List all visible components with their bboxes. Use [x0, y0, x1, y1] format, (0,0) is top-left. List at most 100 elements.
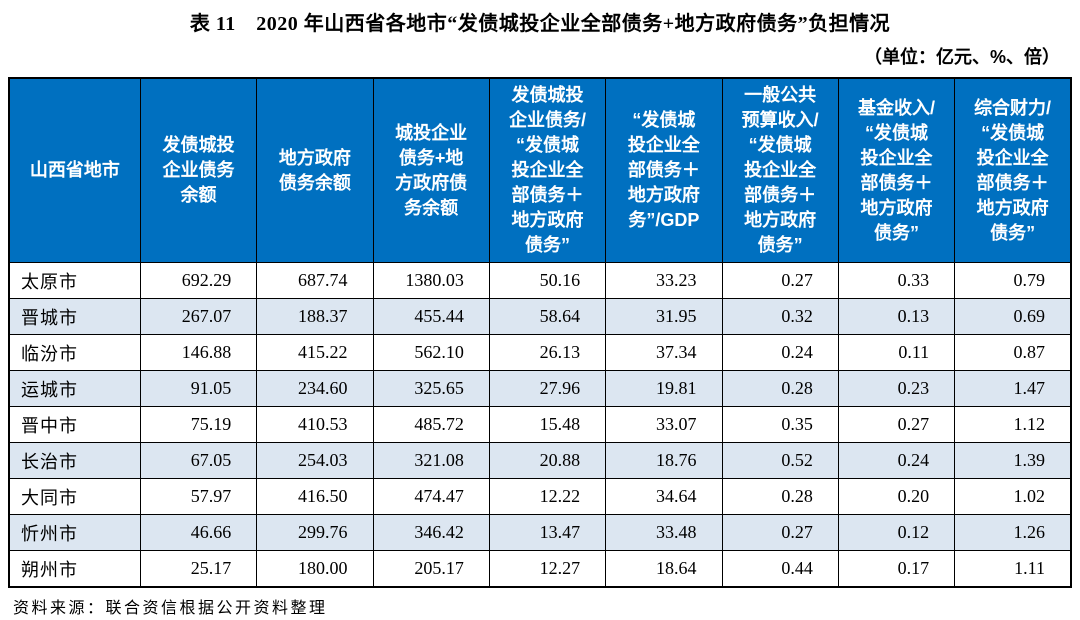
value-cell: 18.76 — [605, 442, 723, 479]
table-row-changzhi: 长治市 67.05 254.03 321.08 20.88 18.76 0.52… — [8, 442, 1072, 479]
column-header-lgfv-bond-debt-balance: 发债城投 企业债务 余额 — [139, 77, 258, 263]
value-cell: 0.32 — [721, 298, 839, 335]
value-cell: 455.44 — [372, 298, 490, 335]
value-cell: 321.08 — [372, 442, 490, 479]
value-cell: 27.96 — [488, 370, 607, 407]
header-row: 山西省地市 发债城投 企业债务 余额 地方政府 债务余额 城投企业 债务+地 方… — [8, 77, 1072, 263]
value-cell: 1.11 — [954, 550, 1072, 588]
value-cell: 205.17 — [372, 550, 490, 588]
value-cell: 0.11 — [837, 334, 956, 371]
unit-note: （单位：亿元、%、倍） — [863, 47, 1060, 67]
value-cell: 91.05 — [139, 370, 258, 407]
value-cell: 13.47 — [488, 514, 607, 551]
value-cell: 188.37 — [256, 298, 374, 335]
value-cell: 0.13 — [837, 298, 956, 335]
value-cell: 1.02 — [954, 478, 1072, 515]
value-cell: 687.74 — [256, 262, 374, 299]
table-row-jinzhong: 晋中市 75.19 410.53 485.72 15.48 33.07 0.35… — [8, 406, 1072, 443]
value-cell: 0.69 — [954, 298, 1072, 335]
table-row-xinzhou: 忻州市 46.66 299.76 346.42 13.47 33.48 0.27… — [8, 514, 1072, 551]
column-header-fund-revenue-ratio: 基金收入/ “发债城 投企业全 部债务＋ 地方政府 债务” — [837, 77, 956, 263]
table-header: 山西省地市 发债城投 企业债务 余额 地方政府 债务余额 城投企业 债务+地 方… — [8, 77, 1072, 263]
value-cell: 415.22 — [256, 334, 374, 371]
value-cell: 0.27 — [837, 406, 956, 443]
value-cell: 33.07 — [605, 406, 723, 443]
value-cell: 0.28 — [721, 370, 839, 407]
city-cell: 晋城市 — [8, 298, 141, 335]
value-cell: 0.28 — [721, 478, 839, 515]
value-cell: 57.97 — [139, 478, 258, 515]
column-header-city: 山西省地市 — [8, 77, 141, 263]
city-cell: 朔州市 — [8, 550, 141, 588]
value-cell: 31.95 — [605, 298, 723, 335]
value-cell: 0.44 — [721, 550, 839, 588]
value-cell: 75.19 — [139, 406, 258, 443]
value-cell: 58.64 — [488, 298, 607, 335]
table-row-taiyuan: 太原市 692.29 687.74 1380.03 50.16 33.23 0.… — [8, 262, 1072, 299]
value-cell: 34.64 — [605, 478, 723, 515]
value-cell: 37.34 — [605, 334, 723, 371]
value-cell: 67.05 — [139, 442, 258, 479]
value-cell: 299.76 — [256, 514, 374, 551]
value-cell: 0.27 — [721, 514, 839, 551]
value-cell: 0.79 — [954, 262, 1072, 299]
value-cell: 25.17 — [139, 550, 258, 588]
column-header-lgfv-debt-share: 发债城投 企业债务/ “发债城 投企业全 部债务＋ 地方政府 债务” — [488, 77, 607, 263]
value-cell: 1.26 — [954, 514, 1072, 551]
value-cell: 410.53 — [256, 406, 374, 443]
column-header-fiscal-strength-ratio: 综合财力/ “发债城 投企业全 部债务＋ 地方政府 债务” — [954, 77, 1072, 263]
value-cell: 0.87 — [954, 334, 1072, 371]
table-row-datong: 大同市 57.97 416.50 474.47 12.22 34.64 0.28… — [8, 478, 1072, 515]
value-cell: 146.88 — [139, 334, 258, 371]
city-cell: 太原市 — [8, 262, 141, 299]
value-cell: 267.07 — [139, 298, 258, 335]
value-cell: 346.42 — [372, 514, 490, 551]
table-row-jincheng: 晋城市 267.07 188.37 455.44 58.64 31.95 0.3… — [8, 298, 1072, 335]
city-cell: 大同市 — [8, 478, 141, 515]
value-cell: 1.39 — [954, 442, 1072, 479]
value-cell: 12.27 — [488, 550, 607, 588]
value-cell: 416.50 — [256, 478, 374, 515]
city-cell: 临汾市 — [8, 334, 141, 371]
column-header-local-gov-debt-balance: 地方政府 债务余额 — [256, 77, 374, 263]
value-cell: 18.64 — [605, 550, 723, 588]
value-cell: 0.33 — [837, 262, 956, 299]
value-cell: 33.23 — [605, 262, 723, 299]
value-cell: 0.12 — [837, 514, 956, 551]
value-cell: 26.13 — [488, 334, 607, 371]
table-title: 表 11 2020 年山西省各地市“发债城投企业全部债务+地方政府债务”负担情况 — [189, 13, 891, 35]
table-row-shuozhou: 朔州市 25.17 180.00 205.17 12.27 18.64 0.44… — [8, 550, 1072, 588]
value-cell: 0.24 — [721, 334, 839, 371]
value-cell: 474.47 — [372, 478, 490, 515]
column-header-debt-to-gdp: “发债城 投企业全 部债务＋ 地方政府 务”/GDP — [605, 77, 723, 263]
value-cell: 33.48 — [605, 514, 723, 551]
value-cell: 234.60 — [256, 370, 374, 407]
column-header-combined-debt-balance: 城投企业 债务+地 方政府债 务余额 — [372, 77, 490, 263]
value-cell: 20.88 — [488, 442, 607, 479]
value-cell: 0.17 — [837, 550, 956, 588]
city-cell: 晋中市 — [8, 406, 141, 443]
value-cell: 0.27 — [721, 262, 839, 299]
source-note: 资料来源：联合资信根据公开资料整理 — [13, 600, 328, 617]
value-cell: 15.48 — [488, 406, 607, 443]
value-cell: 0.52 — [721, 442, 839, 479]
value-cell: 180.00 — [256, 550, 374, 588]
table-body: 太原市 692.29 687.74 1380.03 50.16 33.23 0.… — [8, 262, 1072, 588]
table-row-linfen: 临汾市 146.88 415.22 562.10 26.13 37.34 0.2… — [8, 334, 1072, 371]
value-cell: 325.65 — [372, 370, 490, 407]
debt-burden-table: 山西省地市 发债城投 企业债务 余额 地方政府 债务余额 城投企业 债务+地 方… — [8, 77, 1072, 588]
value-cell: 50.16 — [488, 262, 607, 299]
value-cell: 254.03 — [256, 442, 374, 479]
city-cell: 长治市 — [8, 442, 141, 479]
value-cell: 0.24 — [837, 442, 956, 479]
value-cell: 1.12 — [954, 406, 1072, 443]
value-cell: 0.23 — [837, 370, 956, 407]
value-cell: 19.81 — [605, 370, 723, 407]
value-cell: 46.66 — [139, 514, 258, 551]
value-cell: 692.29 — [139, 262, 258, 299]
value-cell: 562.10 — [372, 334, 490, 371]
value-cell: 485.72 — [372, 406, 490, 443]
city-cell: 忻州市 — [8, 514, 141, 551]
value-cell: 0.35 — [721, 406, 839, 443]
